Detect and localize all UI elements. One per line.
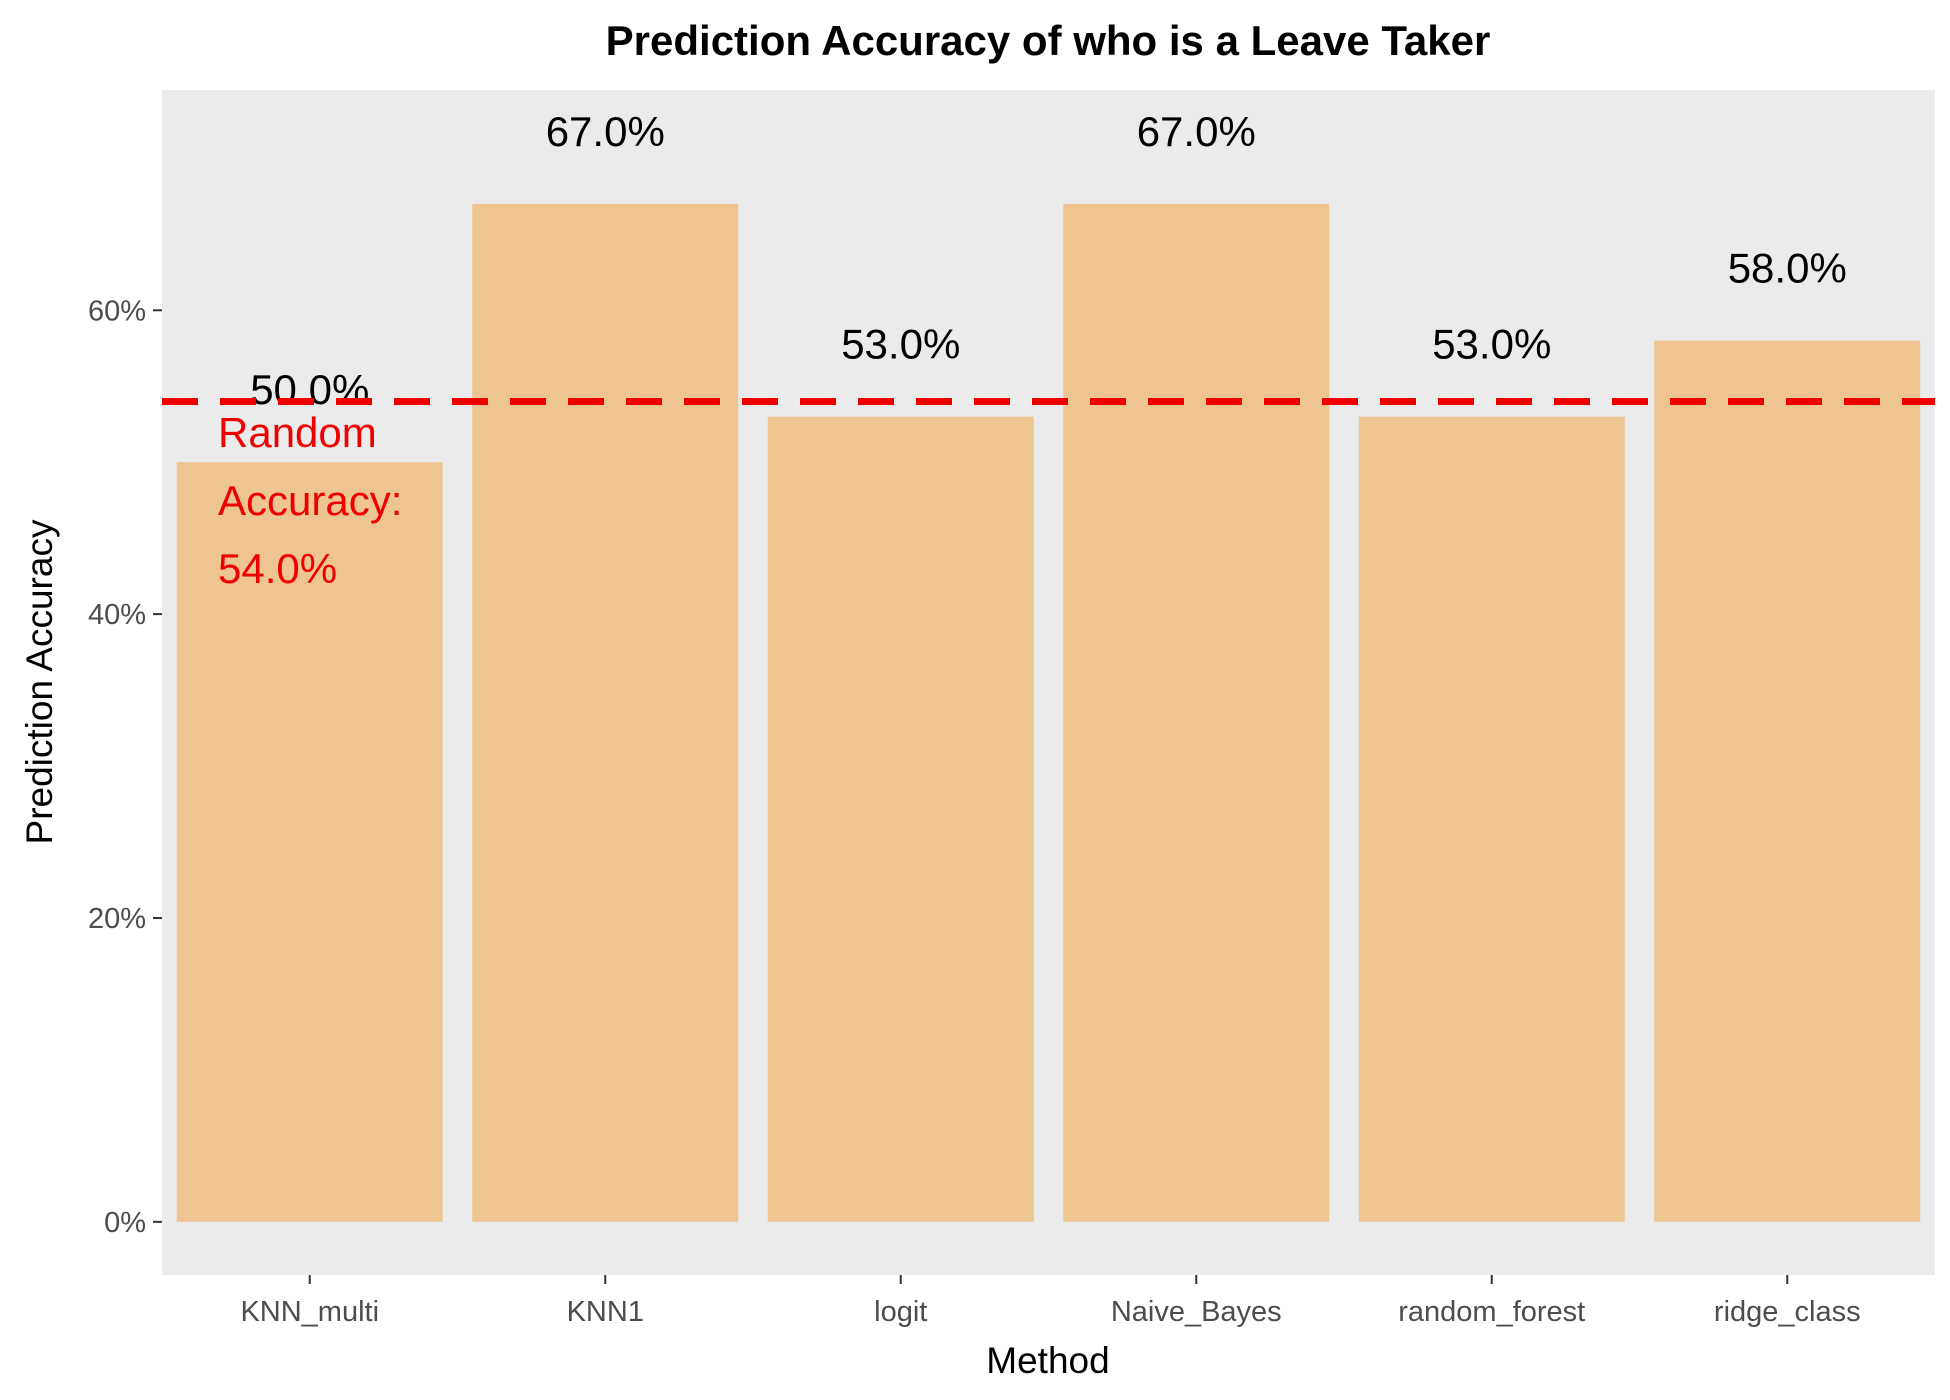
x-tick-label: ridge_class	[1714, 1296, 1861, 1328]
x-tick-label: KNN_multi	[240, 1296, 379, 1328]
bar	[472, 203, 739, 1222]
y-tick-label: 20%	[88, 903, 146, 935]
reference-line-group: Random Accuracy: 54.0%	[162, 397, 1935, 592]
bar-value-label: 67.0%	[546, 108, 665, 155]
x-axis-title: Method	[986, 1340, 1109, 1381]
bar	[1654, 340, 1921, 1222]
y-axis: 0% 20% 40% 60%	[88, 295, 162, 1239]
x-tick-label: logit	[874, 1296, 927, 1328]
x-axis: KNN_multi KNN1 logit Naive_Bayes random_fore…	[240, 1275, 1861, 1328]
bar-value-label: 53.0%	[1432, 321, 1551, 368]
bar-value-label: 58.0%	[1728, 245, 1847, 292]
bar-value-label: 50.0%	[250, 366, 369, 413]
y-axis-title: Prediction Accuracy	[19, 519, 60, 844]
reference-line-label: 54.0%	[218, 545, 337, 592]
bar	[176, 462, 443, 1222]
x-tick-label: KNN1	[567, 1296, 644, 1328]
bar	[767, 416, 1034, 1222]
x-tick-label: Naive_Bayes	[1111, 1296, 1282, 1328]
bar-value-label: 67.0%	[1137, 108, 1256, 155]
x-tick-label: random_forest	[1398, 1296, 1585, 1328]
y-tick-label: 0%	[104, 1207, 146, 1239]
data-labels: 50.0% 67.0% 53.0% 67.0% 53.0% 58.0%	[250, 108, 1847, 413]
plot-panel	[162, 90, 1935, 1275]
bars	[176, 203, 1921, 1222]
chart-title: Prediction Accuracy of who is a Leave Ta…	[606, 17, 1491, 64]
y-tick-label: 60%	[88, 295, 146, 327]
bar-value-label: 53.0%	[841, 321, 960, 368]
bar	[1358, 416, 1625, 1222]
reference-line-label: Random	[218, 409, 377, 456]
y-tick-label: 40%	[88, 599, 146, 631]
reference-line-label: Accuracy:	[218, 477, 402, 524]
bar	[1063, 203, 1330, 1222]
